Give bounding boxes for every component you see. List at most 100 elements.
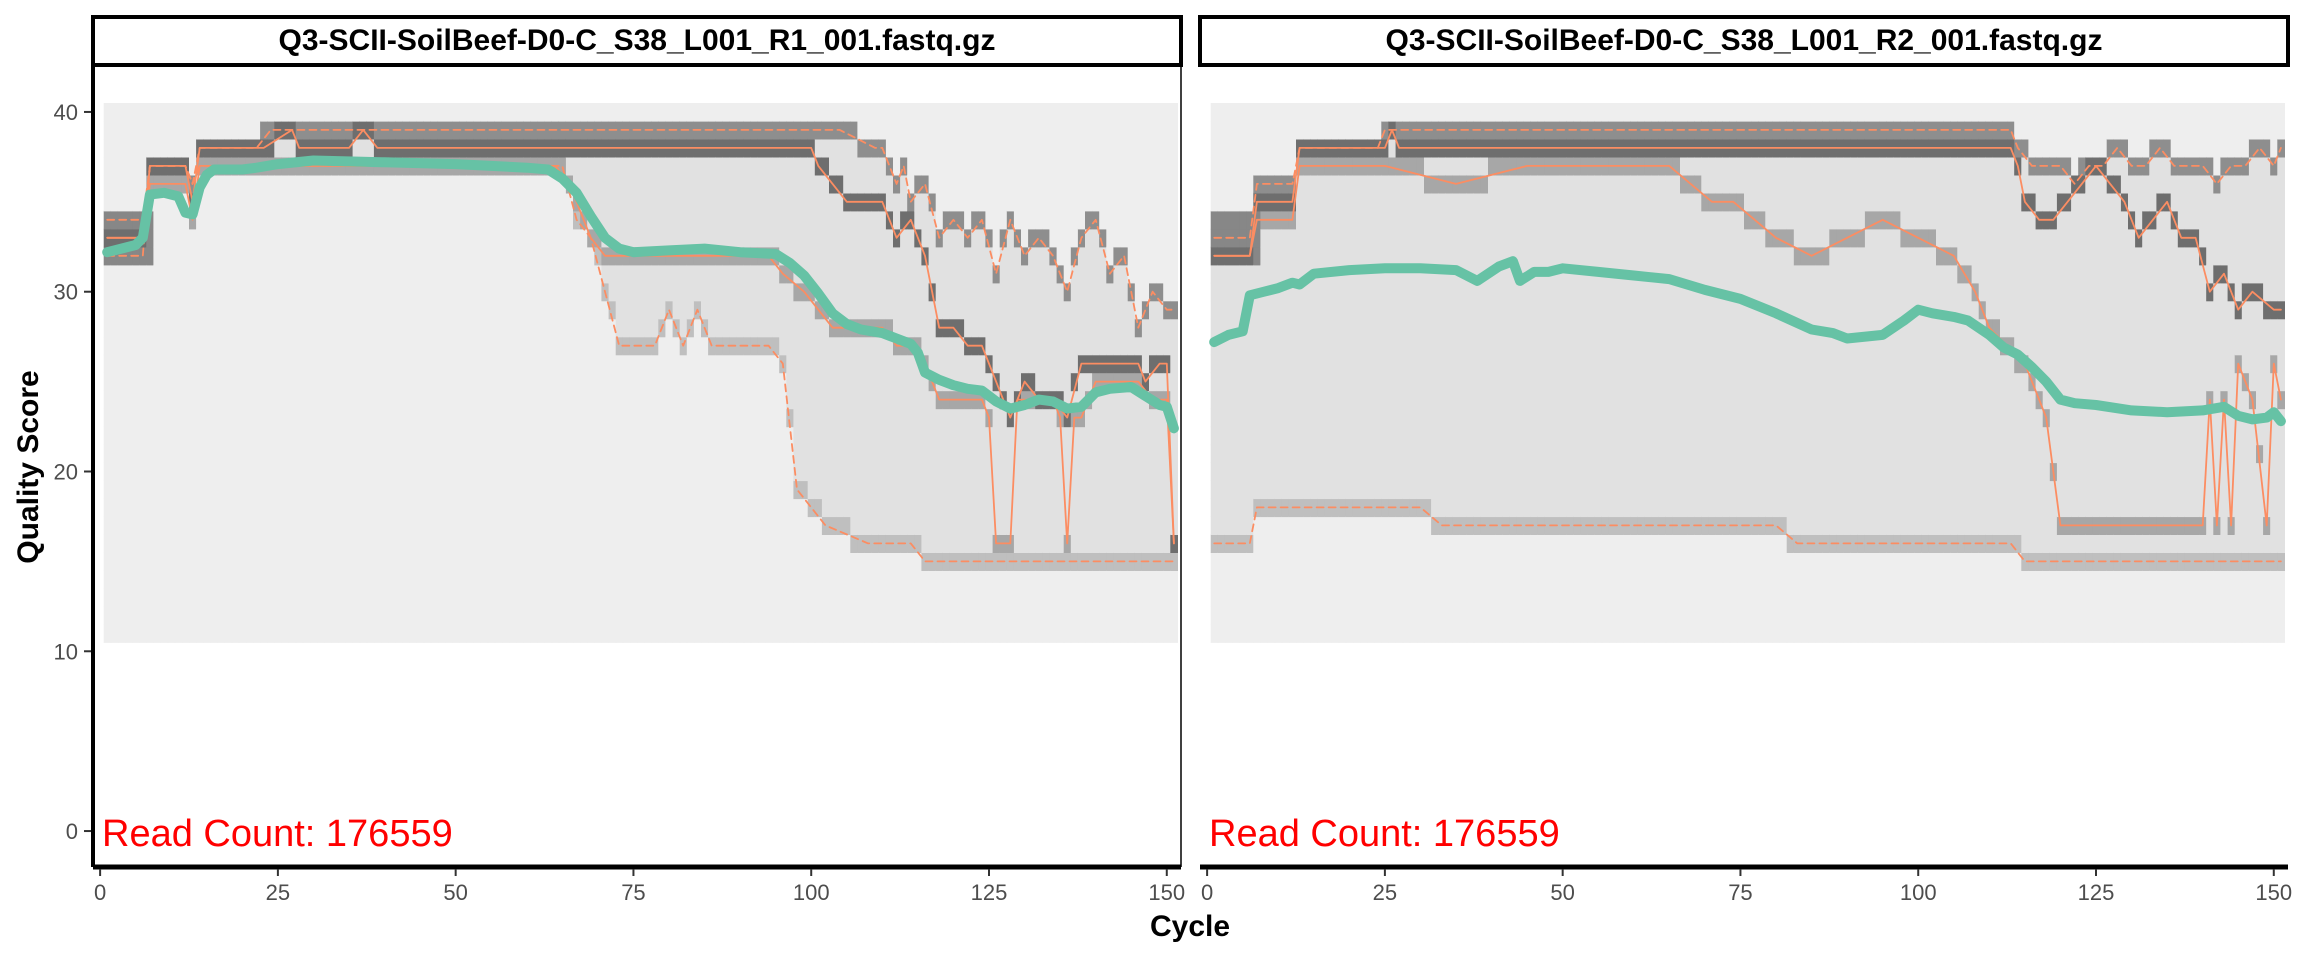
heatmap-cell — [309, 444, 318, 464]
heatmap-cell — [1267, 588, 1276, 607]
heatmap-cell — [565, 444, 574, 464]
heatmap-cell — [1120, 516, 1129, 535]
heatmap-cell — [281, 552, 290, 571]
heatmap-cell — [786, 354, 794, 374]
heatmap-cell — [537, 354, 546, 374]
heatmap-cell — [139, 120, 147, 140]
heatmap-cell — [196, 606, 204, 625]
heatmap-cell — [551, 228, 560, 248]
heatmap-cell — [914, 462, 922, 482]
heatmap-cell — [267, 246, 275, 266]
heatmap-cell — [558, 570, 567, 589]
heatmap-cell — [295, 426, 304, 446]
heatmap-cell — [309, 498, 318, 518]
heatmap-cell — [957, 228, 965, 248]
heatmap-cell — [295, 534, 304, 553]
heatmap-cell — [651, 264, 659, 284]
heatmap-cell — [871, 300, 880, 320]
heatmap-cell — [238, 174, 247, 194]
heatmap-cell — [708, 552, 716, 571]
heatmap-cell — [1134, 300, 1143, 320]
heatmap-cell — [459, 282, 467, 302]
heatmap-cell — [103, 408, 112, 428]
heatmap-cell — [551, 372, 560, 392]
heatmap-cell — [964, 282, 972, 302]
heatmap-cell — [978, 192, 986, 212]
heatmap-cell — [836, 606, 844, 625]
heatmap-cell — [580, 588, 588, 607]
heatmap-cell — [750, 516, 759, 535]
heatmap-cell — [1070, 462, 1079, 482]
heatmap-cell — [608, 588, 617, 607]
heatmap-cell — [765, 534, 773, 553]
heatmap-cell — [509, 426, 517, 446]
heatmap-cell — [1239, 264, 1247, 284]
heatmap-cell — [260, 624, 268, 643]
heatmap-cell — [900, 498, 908, 518]
heatmap-cell — [615, 318, 624, 338]
heatmap-cell — [594, 534, 602, 553]
heatmap-cell — [1127, 516, 1136, 535]
heatmap-cell — [352, 588, 361, 607]
heatmap-cell — [573, 624, 581, 643]
heatmap-cell — [1092, 282, 1100, 302]
heatmap-cell — [672, 300, 681, 320]
heatmap-cell — [971, 300, 979, 320]
heatmap-cell — [971, 606, 979, 625]
heatmap-cell — [1149, 516, 1157, 535]
heatmap-cell — [565, 390, 574, 410]
heatmap-cell — [1056, 174, 1065, 194]
heatmap-cell — [338, 606, 346, 625]
heatmap-cell — [253, 174, 261, 194]
heatmap-cell — [1253, 426, 1261, 446]
heatmap-cell — [1156, 120, 1164, 140]
heatmap-cell — [110, 408, 119, 428]
heatmap-cell — [558, 228, 567, 248]
heatmap-cell — [971, 318, 979, 338]
heatmap-cell — [1120, 624, 1129, 643]
heatmap-cell — [274, 606, 282, 625]
heatmap-cell — [679, 156, 688, 176]
heatmap-cell — [608, 444, 617, 464]
heatmap-cell — [1296, 570, 1304, 589]
heatmap-cell — [921, 390, 930, 410]
heatmap-cell — [1021, 103, 1029, 122]
heatmap-cell — [736, 174, 745, 194]
heatmap-cell — [1232, 552, 1240, 571]
heatmap-cell — [1006, 588, 1015, 607]
heatmap-cell — [1303, 103, 1311, 122]
heatmap-cell — [288, 192, 297, 212]
heatmap-cell — [181, 228, 190, 248]
heatmap-cell — [1303, 534, 1311, 553]
heatmap-cell — [644, 444, 652, 464]
heatmap-cell — [722, 354, 730, 374]
heatmap-cell — [366, 624, 375, 643]
heatmap-cell — [402, 480, 410, 500]
heatmap-cell — [1063, 174, 1072, 194]
heatmap-cell — [1246, 624, 1254, 643]
heatmap-cell — [971, 624, 979, 643]
heatmap-cell — [302, 228, 311, 248]
heatmap-cell — [665, 552, 674, 571]
heatmap-cell — [416, 444, 425, 464]
heatmap-cell — [132, 606, 140, 625]
heatmap-cell — [544, 480, 553, 500]
heatmap-cell — [167, 462, 176, 482]
heatmap-cell — [388, 588, 396, 607]
heatmap-cell — [452, 480, 460, 500]
heatmap-cell — [1106, 390, 1114, 410]
heatmap-cell — [971, 534, 979, 553]
heatmap-cell — [388, 210, 396, 230]
heatmap-cell — [381, 462, 389, 482]
heatmap-cell — [146, 516, 154, 535]
heatmap-cell — [331, 516, 339, 535]
heatmap-cell — [829, 606, 837, 625]
heatmap-cell — [139, 408, 147, 428]
heatmap-cell — [864, 606, 873, 625]
heatmap-cell — [1106, 282, 1114, 302]
heatmap-cell — [1217, 408, 1226, 428]
heatmap-cell — [359, 318, 368, 338]
heatmap-cell — [238, 588, 247, 607]
heatmap-cell — [736, 210, 745, 230]
heatmap-cell — [964, 606, 972, 625]
